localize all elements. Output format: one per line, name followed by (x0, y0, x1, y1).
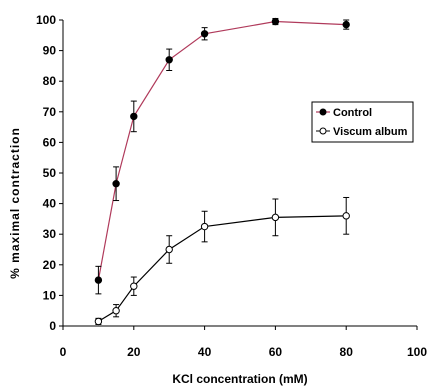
y-axis-label: % maximal contraction (8, 127, 22, 279)
y-tick-label: 80 (43, 74, 57, 88)
y-tick-label: 90 (43, 44, 57, 58)
y-tick-label: 100 (36, 13, 56, 27)
y-ticks: 0 10 20 30 40 50 60 70 80 90 100 (36, 13, 63, 333)
y-tick-label: 30 (43, 227, 57, 241)
legend-control-label: Control (333, 107, 372, 119)
series-line-viscum-album (98, 215, 347, 322)
y-tick-label: 50 (43, 166, 57, 180)
data-point (130, 282, 138, 290)
y-tick-label: 10 (43, 288, 57, 302)
legend: Control Viscum album (311, 101, 414, 143)
data-point (271, 17, 280, 26)
x-ticks: 0 20 40 60 80 100 (60, 326, 427, 359)
data-point (165, 245, 173, 254)
y-tick-label: 0 (49, 319, 56, 333)
data-point (94, 276, 103, 284)
y-tick-label: 70 (43, 105, 57, 119)
data-point (200, 222, 209, 231)
y-tick-label: 40 (43, 197, 57, 211)
series-control (94, 17, 350, 295)
series-layer (94, 17, 350, 326)
y-tick-label: 20 (43, 258, 57, 272)
x-tick-label: 20 (127, 345, 141, 359)
data-point (112, 307, 120, 315)
data-point (271, 213, 280, 222)
legend-control-marker (319, 108, 327, 116)
data-point (165, 56, 173, 64)
series-line-control (97, 20, 347, 281)
data-point (112, 180, 120, 188)
x-tick-label: 80 (340, 345, 354, 359)
x-axis-label: KCl concentration (mM) (172, 372, 307, 386)
x-tick-label: 0 (60, 345, 67, 359)
x-tick-label: 40 (198, 345, 212, 359)
data-point (342, 212, 350, 220)
data-point (94, 317, 103, 326)
legend-box (311, 101, 414, 143)
legend-viscum-label: Viscum album (333, 126, 408, 138)
x-tick-label: 60 (269, 345, 283, 359)
data-point (130, 112, 138, 121)
y-tick-label: 60 (43, 135, 57, 149)
data-point (200, 30, 209, 38)
series-viscum-album (94, 196, 350, 326)
x-tick-label: 100 (407, 345, 427, 359)
data-point (342, 20, 350, 29)
legend-viscum-marker (319, 127, 327, 135)
